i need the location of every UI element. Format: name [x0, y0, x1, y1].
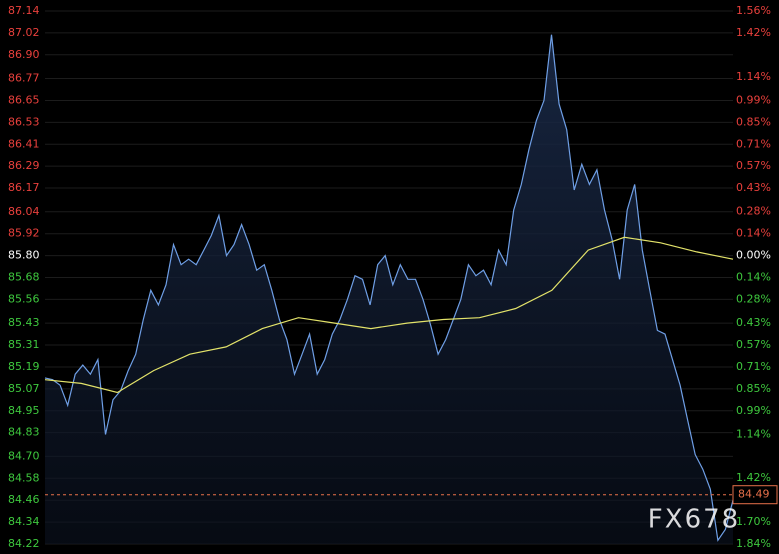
y-tick-label: 86.04	[8, 205, 40, 218]
y2-tick-label: 1.42%	[736, 471, 771, 484]
y-tick-label: 85.43	[8, 316, 40, 329]
watermark: FX678	[648, 505, 740, 535]
y2-tick-label: 0.43%	[736, 181, 771, 194]
y-tick-label: 86.65	[8, 93, 40, 106]
y2-tick-label: 0.00%	[736, 249, 771, 262]
y2-tick-label: 0.99%	[736, 404, 771, 417]
y2-tick-label: 0.85%	[736, 115, 771, 128]
y2-tick-label: 0.14%	[736, 271, 771, 284]
y-tick-label: 87.02	[8, 26, 40, 39]
y2-tick-label: 0.71%	[736, 360, 771, 373]
y-tick-label: 85.19	[8, 360, 40, 373]
y2-tick-label: 0.14%	[736, 227, 771, 240]
y2-tick-label: 0.85%	[736, 382, 771, 395]
y2-tick-label: 1.14%	[736, 427, 771, 440]
y-tick-label: 85.68	[8, 271, 40, 284]
y2-tick-label: 1.14%	[736, 70, 771, 83]
area	[45, 34, 733, 544]
y2-tick-label: 1.84%	[736, 537, 771, 550]
y-tick-label: 84.70	[8, 449, 40, 462]
y2-tick-label: 1.56%	[736, 4, 771, 17]
y2-tick-label: 0.28%	[736, 292, 771, 305]
y-tick-label: 86.90	[8, 48, 40, 61]
y-tick-label: 87.14	[8, 4, 40, 17]
y2-tick-label: 1.70%	[736, 515, 771, 528]
y-tick-label: 85.92	[8, 227, 40, 240]
line	[44, 34, 734, 542]
y-tick-label: 86.17	[8, 181, 40, 194]
y2-tick-label: 1.42%	[736, 26, 771, 39]
y-tick-label: 85.56	[8, 292, 40, 305]
y-tick-label: 84.22	[8, 537, 40, 550]
y2-tick-label: 0.28%	[736, 205, 771, 218]
y2-tick-label: 0.43%	[736, 316, 771, 329]
y-tick-label: 85.80	[8, 249, 40, 262]
y-tick-label: 86.29	[8, 159, 40, 172]
y-tick-label: 84.95	[8, 404, 40, 417]
y-tick-label: 84.83	[8, 426, 40, 439]
y-tick-label: 84.58	[8, 471, 40, 484]
y2-tick-label: 0.57%	[736, 159, 771, 172]
y-tick-label: 86.41	[8, 137, 40, 150]
last-price-label: 84.49	[738, 488, 770, 501]
y2-tick-label: 0.71%	[736, 137, 771, 150]
y-tick-label: 84.34	[8, 515, 40, 528]
y-tick-label: 85.07	[8, 382, 40, 395]
y2-tick-label: 0.57%	[736, 338, 771, 351]
y-tick-label: 86.53	[8, 115, 40, 128]
y-tick-label: 85.31	[8, 338, 40, 351]
y-tick-label: 84.46	[8, 493, 40, 506]
line	[44, 236, 734, 394]
y2-tick-label: 0.99%	[736, 93, 771, 106]
last-price-box	[732, 485, 778, 505]
y-tick-label: 86.77	[8, 72, 40, 85]
